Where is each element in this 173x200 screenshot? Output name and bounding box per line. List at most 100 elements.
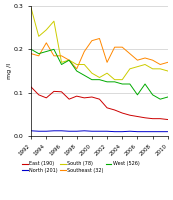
East (190)	[91, 96, 93, 98]
East (190)	[106, 107, 108, 109]
South (78)	[106, 72, 108, 74]
East (190)	[136, 115, 138, 118]
West (526)	[152, 94, 154, 96]
West (526)	[76, 70, 78, 72]
Southeast (32)	[159, 63, 161, 66]
South (78)	[61, 61, 63, 64]
North (201)	[68, 130, 70, 132]
North (201)	[106, 130, 108, 132]
North (201)	[129, 130, 131, 132]
North (201)	[136, 130, 138, 133]
West (526)	[68, 59, 70, 61]
North (201)	[76, 130, 78, 132]
North (201)	[144, 130, 146, 133]
West (526)	[144, 83, 146, 85]
South (78)	[68, 59, 70, 61]
South (78)	[129, 68, 131, 70]
South (78)	[53, 20, 55, 22]
Southeast (32)	[167, 61, 169, 64]
Line: East (190): East (190)	[31, 87, 168, 120]
Southeast (32)	[136, 59, 138, 61]
West (526)	[167, 96, 169, 98]
West (526)	[83, 74, 85, 77]
Southeast (32)	[45, 42, 47, 44]
South (78)	[152, 68, 154, 70]
Legend: East (190), North (201), South (78), Southeast (32), West (526): East (190), North (201), South (78), Sou…	[20, 159, 142, 175]
South (78)	[98, 76, 101, 79]
East (190)	[98, 98, 101, 100]
North (201)	[61, 130, 63, 132]
South (78)	[159, 68, 161, 70]
Line: South (78): South (78)	[31, 8, 168, 80]
West (526)	[136, 94, 138, 96]
East (190)	[167, 118, 169, 121]
East (190)	[121, 112, 123, 114]
North (201)	[45, 130, 47, 132]
West (526)	[114, 81, 116, 83]
Southeast (32)	[38, 55, 40, 57]
Southeast (32)	[76, 68, 78, 70]
Southeast (32)	[106, 61, 108, 64]
South (78)	[121, 78, 123, 81]
East (190)	[144, 117, 146, 119]
Southeast (32)	[144, 57, 146, 59]
North (201)	[152, 130, 154, 133]
West (526)	[53, 48, 55, 51]
Line: West (526): West (526)	[31, 49, 168, 99]
Southeast (32)	[114, 46, 116, 48]
South (78)	[38, 35, 40, 38]
West (526)	[159, 98, 161, 100]
Line: Southeast (32): Southeast (32)	[31, 38, 168, 69]
West (526)	[61, 63, 63, 66]
North (201)	[30, 130, 32, 132]
Line: North (201): North (201)	[31, 131, 168, 132]
East (190)	[53, 90, 55, 93]
Y-axis label: mg /l: mg /l	[7, 63, 12, 79]
Southeast (32)	[129, 52, 131, 55]
East (190)	[30, 86, 32, 88]
South (78)	[45, 29, 47, 31]
South (78)	[144, 63, 146, 66]
South (78)	[167, 70, 169, 72]
South (78)	[136, 65, 138, 68]
West (526)	[91, 78, 93, 81]
Southeast (32)	[68, 59, 70, 61]
North (201)	[98, 130, 101, 132]
Southeast (32)	[30, 52, 32, 55]
West (526)	[38, 52, 40, 55]
East (190)	[38, 94, 40, 96]
North (201)	[121, 130, 123, 133]
South (78)	[30, 7, 32, 9]
Southeast (32)	[152, 59, 154, 61]
Southeast (32)	[61, 55, 63, 57]
East (190)	[114, 109, 116, 111]
East (190)	[152, 117, 154, 120]
West (526)	[106, 81, 108, 83]
North (201)	[159, 130, 161, 133]
Southeast (32)	[121, 46, 123, 48]
West (526)	[98, 78, 101, 81]
South (78)	[91, 72, 93, 74]
Southeast (32)	[53, 55, 55, 57]
East (190)	[83, 97, 85, 99]
East (190)	[68, 98, 70, 100]
Southeast (32)	[98, 37, 101, 40]
North (201)	[53, 130, 55, 132]
East (190)	[129, 114, 131, 116]
East (190)	[76, 95, 78, 97]
West (526)	[129, 83, 131, 85]
West (526)	[121, 83, 123, 85]
Southeast (32)	[83, 50, 85, 53]
Southeast (32)	[91, 39, 93, 42]
West (526)	[45, 50, 47, 53]
North (201)	[83, 130, 85, 132]
North (201)	[91, 130, 93, 132]
North (201)	[167, 130, 169, 133]
South (78)	[114, 78, 116, 81]
West (526)	[30, 48, 32, 51]
South (78)	[83, 63, 85, 66]
East (190)	[159, 117, 161, 120]
North (201)	[114, 130, 116, 133]
South (78)	[76, 63, 78, 66]
East (190)	[61, 91, 63, 93]
